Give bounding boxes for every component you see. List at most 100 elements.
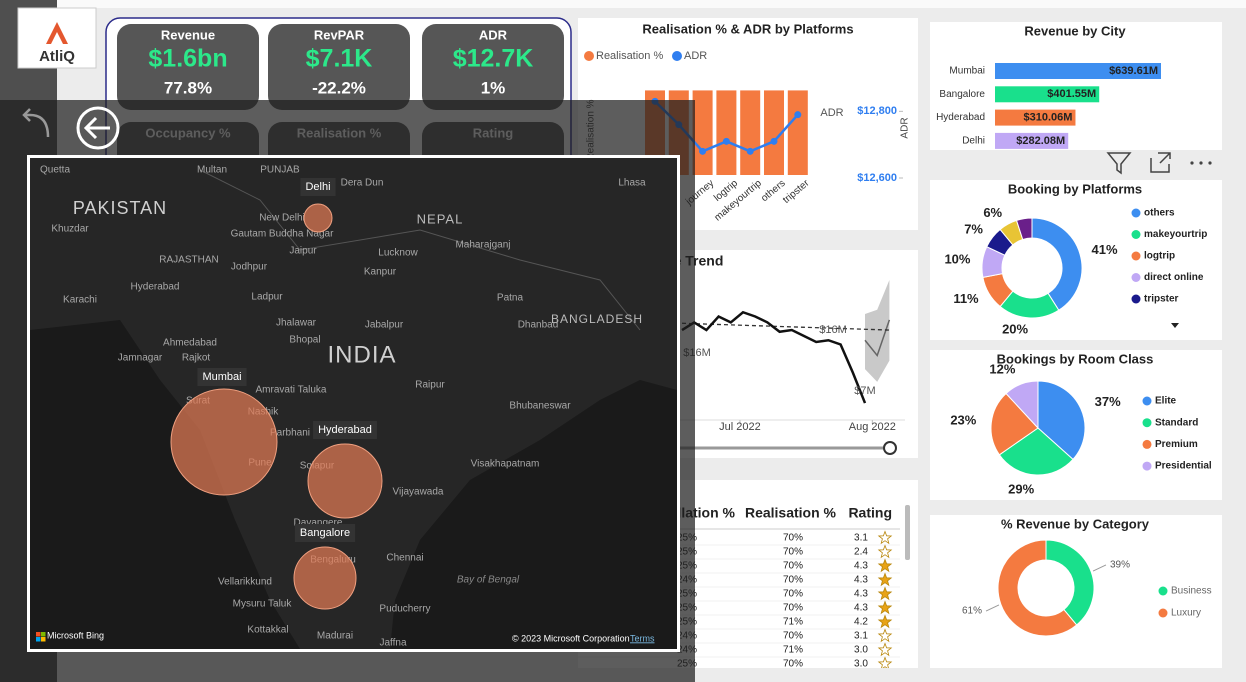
- line-point: [722, 137, 730, 145]
- kpi-change: -22.2%: [312, 78, 366, 97]
- legend-label: makeyourtrip: [1144, 229, 1207, 240]
- legend-label: direct online: [1144, 272, 1204, 283]
- logo: AtliQ: [39, 48, 75, 65]
- map-label: Bhopal: [289, 335, 320, 346]
- top-bar: [0, 0, 1246, 8]
- table-cell: 71%: [783, 617, 803, 628]
- map-label: Kottakkal: [247, 625, 288, 636]
- rating-star: [877, 614, 893, 629]
- y-tick-label: Delhi: [962, 136, 985, 147]
- y-tick-label: Hyderabad: [936, 112, 985, 123]
- kpi-card: [117, 24, 259, 110]
- undo-icon[interactable]: [22, 108, 50, 138]
- bing-logo: [36, 637, 41, 642]
- legend-marker: [1142, 418, 1152, 428]
- city-label-box: [294, 524, 356, 542]
- back-button[interactable]: [76, 106, 120, 150]
- filter-icon[interactable]: [1106, 152, 1132, 175]
- map-copyright: © 2023 Microsoft Corporation: [512, 633, 630, 643]
- focus-icon[interactable]: [1150, 152, 1171, 173]
- map-label: Rajkot: [182, 353, 211, 364]
- city-label-box: [313, 421, 377, 439]
- bar: [692, 90, 713, 175]
- map-label: Dera Dun: [341, 178, 384, 189]
- table-cell: 3.0: [854, 645, 868, 656]
- kpi-change: 77.8%: [164, 78, 212, 97]
- slice: [998, 427, 1074, 476]
- table-cell: 4.2: [854, 617, 868, 628]
- more-icon[interactable]: [1199, 161, 1203, 165]
- rating-star: [877, 656, 893, 668]
- city-bubble[interactable]: [307, 443, 383, 519]
- x-tick-label: Jul 2022: [719, 421, 761, 433]
- scrollbar[interactable]: [905, 505, 910, 560]
- data-label: 11%: [953, 291, 979, 306]
- chart-title: Bookings by Room Class: [997, 351, 1154, 366]
- data-label: 23%: [950, 413, 976, 428]
- data-label: 41%: [1092, 242, 1118, 257]
- legend-label: Luxury: [1171, 608, 1201, 619]
- data-label: 6%: [983, 205, 1002, 220]
- table-cell: 3.1: [854, 631, 868, 642]
- data-label: 20%: [1002, 321, 1028, 336]
- map-label: RAJASTHAN: [159, 255, 218, 266]
- legend-label: tripster: [1144, 294, 1179, 305]
- kpi-value: $12.7K: [453, 45, 534, 73]
- map-label: INDIA: [327, 341, 396, 368]
- y-tick-label: Mumbai: [949, 66, 985, 77]
- bar: [716, 90, 737, 175]
- trend-label: $16M: [819, 324, 847, 336]
- city-bubble[interactable]: [170, 388, 278, 496]
- map-label: Lhasa: [618, 178, 646, 189]
- legend-marker: [1131, 251, 1141, 261]
- bar: [787, 90, 808, 175]
- legend-label: Standard: [1155, 417, 1198, 428]
- data-label: 12%: [989, 362, 1015, 377]
- legend-marker: [1158, 586, 1168, 596]
- map-label: Bhubaneswar: [509, 401, 571, 412]
- series-label: ADR: [820, 107, 843, 119]
- table-cell: 70%: [783, 603, 803, 614]
- map-label: Vellarikkund: [218, 577, 272, 588]
- data-label: 61%: [962, 606, 982, 617]
- city-bubble[interactable]: [293, 546, 357, 610]
- table-cell: 4.3: [854, 589, 868, 600]
- y2-tick-label: $12,800: [857, 105, 897, 117]
- legend-marker: [1142, 439, 1152, 449]
- more-icon[interactable]: [1208, 161, 1212, 165]
- legend-label: Premium: [1155, 439, 1198, 450]
- rating-star: [877, 628, 893, 643]
- y-tick-label: Bangalore: [939, 89, 985, 100]
- map-label: Quetta: [40, 165, 70, 176]
- kpi-value: $7.1K: [306, 45, 373, 73]
- table-cell: 4.3: [854, 603, 868, 614]
- chart-title: Realisation % & ADR by Platforms: [642, 21, 853, 36]
- leader-line: [985, 604, 1000, 612]
- map-label: Multan: [197, 165, 227, 176]
- more-icon[interactable]: [1190, 161, 1194, 165]
- city-label: Mumbai: [202, 371, 241, 383]
- map-label: Gautam Buddha Nagar: [231, 229, 335, 240]
- map-label: PUNJAB: [260, 165, 300, 176]
- bing-logo: [41, 637, 46, 642]
- data-label: 29%: [1008, 481, 1034, 496]
- slider-handle[interactable]: [883, 441, 897, 455]
- back-arrow: [83, 116, 110, 140]
- rating-star: [877, 544, 893, 559]
- map-label: Jaffna: [379, 638, 406, 649]
- slice: [1005, 380, 1039, 430]
- bar: [995, 132, 1069, 149]
- kpi-card: [268, 24, 410, 110]
- slice: [1031, 217, 1083, 311]
- city-bubble[interactable]: [303, 203, 333, 233]
- table-cell: 70%: [783, 589, 803, 600]
- line-point: [699, 147, 707, 155]
- map-terms[interactable]: Terms: [630, 633, 655, 643]
- line: [681, 310, 867, 404]
- legend-scroll[interactable]: [1171, 323, 1179, 328]
- legend-label: Realisation %: [596, 50, 663, 62]
- forecast-line: [864, 319, 891, 358]
- table-cell: 4.3: [854, 561, 868, 572]
- table-cell: 70%: [783, 659, 803, 670]
